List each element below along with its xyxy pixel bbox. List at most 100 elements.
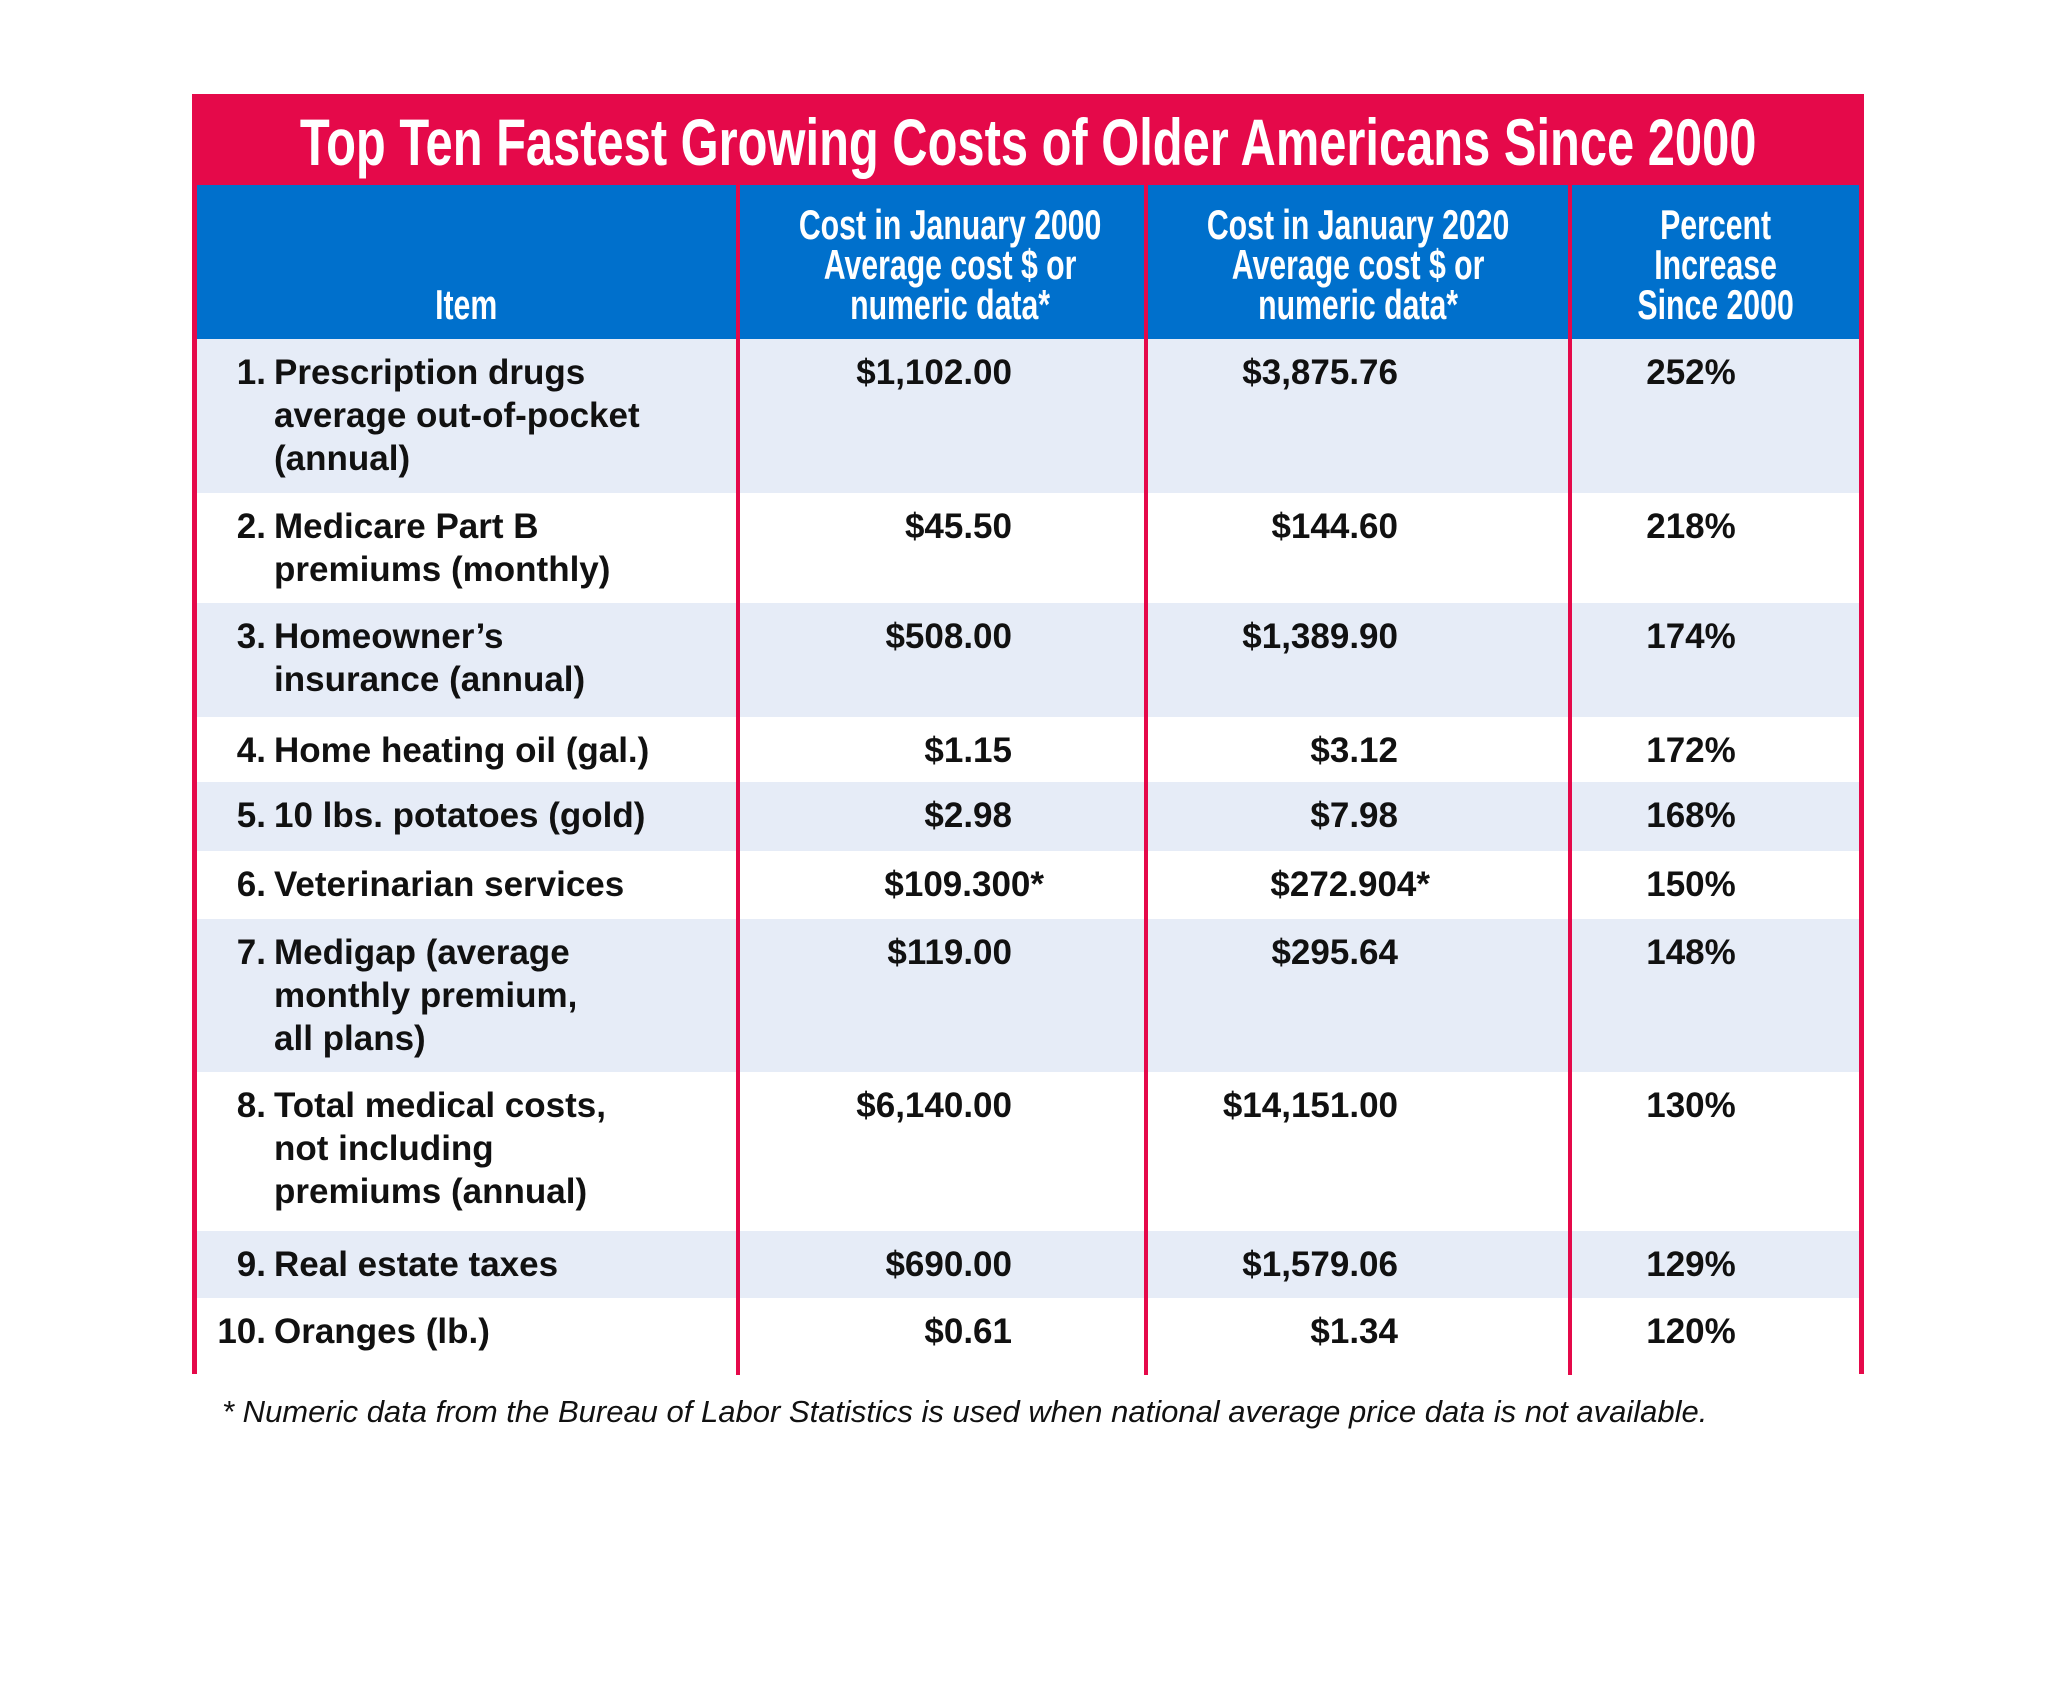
item-line: Homeowner’s [274,617,504,656]
item-line: average out-of-pocket [274,396,640,435]
item-number: 1. [236,353,266,392]
item-cell: 4. Home heating oil (gal.) [197,717,738,782]
item-cell: 6. Veterinarian services [197,851,738,919]
item-number: 10. [217,1312,266,1351]
cost-2000-cell: $6,140.00 [736,1072,1146,1231]
item-number: 5. [236,796,266,835]
item-line: Prescription drugs [274,353,586,392]
item-line: Oranges (lb.) [274,1312,490,1351]
cost-2000-cell: $119.00 [736,919,1146,1072]
header-cost-2020: Cost in January 2020 Average cost $ or n… [1144,185,1570,339]
percent-cell: 174% [1568,603,1859,717]
cost-2020-cell: $295.64 [1144,919,1570,1072]
item-cell: 2. Medicare Part B premiums (monthly) [197,493,738,603]
percent-cell: 150% [1568,851,1859,919]
cost-2020-cell: $1.34 [1144,1298,1570,1375]
item-number: 6. [236,865,266,904]
item-number: 3. [236,617,266,656]
item-line: 10 lbs. potatoes (gold) [274,796,646,835]
cost-2000-cell: $1,102.00 [736,339,1146,493]
table-row: 2. Medicare Part B premiums (monthly) $45.… [197,493,1859,603]
item-cell: 7. Medigap (average monthly premium, all pl… [197,919,738,1072]
item-cell: 3. Homeowner’s insurance (annual) [197,603,738,717]
cost-2000-cell: $1.15 [736,717,1146,782]
header-row: Item Cost in January 2000 Average cost $… [197,185,1859,339]
header-item-text: Item [435,281,498,328]
item-name: Veterinarian services [274,863,624,906]
header-line: Since 2000 [1637,281,1794,328]
item-line: (annual) [274,439,411,478]
item-line: monthly premium, [274,976,578,1015]
table-row: 5. 10 lbs. potatoes (gold) $2.98 $7.98 16… [197,782,1859,851]
header-line: Percent [1660,201,1771,248]
item-number: 7. [236,933,266,972]
item-name: Home heating oil (gal.) [274,729,649,772]
item-name: Real estate taxes [274,1243,558,1286]
cost-2000-cell: $109.300* [736,851,1146,919]
header-line: Average cost $ or [823,241,1077,288]
item-line: all plans) [274,1019,426,1058]
table-row: 3. Homeowner’s insurance (annual) $508.00 … [197,603,1859,717]
item-cell: 9. Real estate taxes [197,1231,738,1298]
item-number: 8. [236,1086,266,1125]
item-line: not including [274,1129,494,1168]
percent-cell: 168% [1568,782,1859,851]
item-name: Homeowner’s insurance (annual) [274,615,585,701]
item-line: Medicare Part B [274,507,539,546]
table-row: 9. Real estate taxes $690.00 $1,579.06 12… [197,1231,1859,1298]
item-name: Medicare Part B premiums (monthly) [274,505,610,591]
cost-table: Item Cost in January 2000 Average cost $… [197,185,1859,1375]
cost-2020-cell: $272.904* [1144,851,1570,919]
percent-cell: 148% [1568,919,1859,1072]
header-line: numeric data* [850,281,1051,328]
item-number: 9. [236,1245,266,1284]
header-line: Increase [1654,241,1777,288]
header-cost-2000: Cost in January 2000 Average cost $ or n… [736,185,1146,339]
cost-2000-cell: $45.50 [736,493,1146,603]
item-cell: 8. Total medical costs, not including premi… [197,1072,738,1231]
item-name: Prescription drugs average out-of-pocket (… [274,351,640,480]
item-name: Oranges (lb.) [274,1310,490,1353]
item-line: Medigap (average [274,933,570,972]
table-row: 8. Total medical costs, not including premi… [197,1072,1859,1231]
cost-2020-cell: $7.98 [1144,782,1570,851]
table-body: 1. Prescription drugs average out-of-pocke… [197,339,1859,1375]
footnote: * Numeric data from the Bureau of Labor … [222,1394,1708,1429]
percent-cell: 130% [1568,1072,1859,1231]
item-line: premiums (monthly) [274,550,611,589]
cost-2000-cell: $690.00 [736,1231,1146,1298]
header-item: Item [197,185,738,339]
item-line: Real estate taxes [274,1245,559,1284]
percent-cell: 218% [1568,493,1859,603]
item-name: Total medical costs, not including premium… [274,1084,606,1213]
cost-2020-cell: $14,151.00 [1144,1072,1570,1231]
cost-2000-cell: $508.00 [736,603,1146,717]
table-title: Top Ten Fastest Growing Costs of Older A… [197,99,1859,185]
percent-cell: 252% [1568,339,1859,493]
item-line: Veterinarian services [274,865,625,904]
cost-2000-cell: $0.61 [736,1298,1146,1375]
title-text: Top Ten Fastest Growing Costs of Older A… [299,105,1757,179]
header-line: numeric data* [1258,281,1459,328]
cost-2000-cell: $2.98 [736,782,1146,851]
item-number: 4. [236,731,266,770]
table-row: 7. Medigap (average monthly premium, all pl… [197,919,1859,1072]
item-cell: 5. 10 lbs. potatoes (gold) [197,782,738,851]
percent-cell: 129% [1568,1231,1859,1298]
item-cell: 10. Oranges (lb.) [197,1298,738,1375]
cost-2020-cell: $1,389.90 [1144,603,1570,717]
item-line: Total medical costs, [274,1086,606,1125]
item-line: Home heating oil (gal.) [274,731,650,770]
item-number: 2. [236,507,266,546]
percent-cell: 172% [1568,717,1859,782]
item-name: 10 lbs. potatoes (gold) [274,794,645,837]
item-line: premiums (annual) [274,1172,588,1211]
header-line: Average cost $ or [1231,241,1485,288]
header-line: Cost in January 2000 [798,201,1102,248]
table-row: 4. Home heating oil (gal.) $1.15 $3.12 17… [197,717,1859,782]
cost-2020-cell: $3.12 [1144,717,1570,782]
cost-2020-cell: $144.60 [1144,493,1570,603]
cost-2020-cell: $3,875.76 [1144,339,1570,493]
table-row: 1. Prescription drugs average out-of-pocke… [197,339,1859,493]
header-line: Cost in January 2020 [1206,201,1510,248]
